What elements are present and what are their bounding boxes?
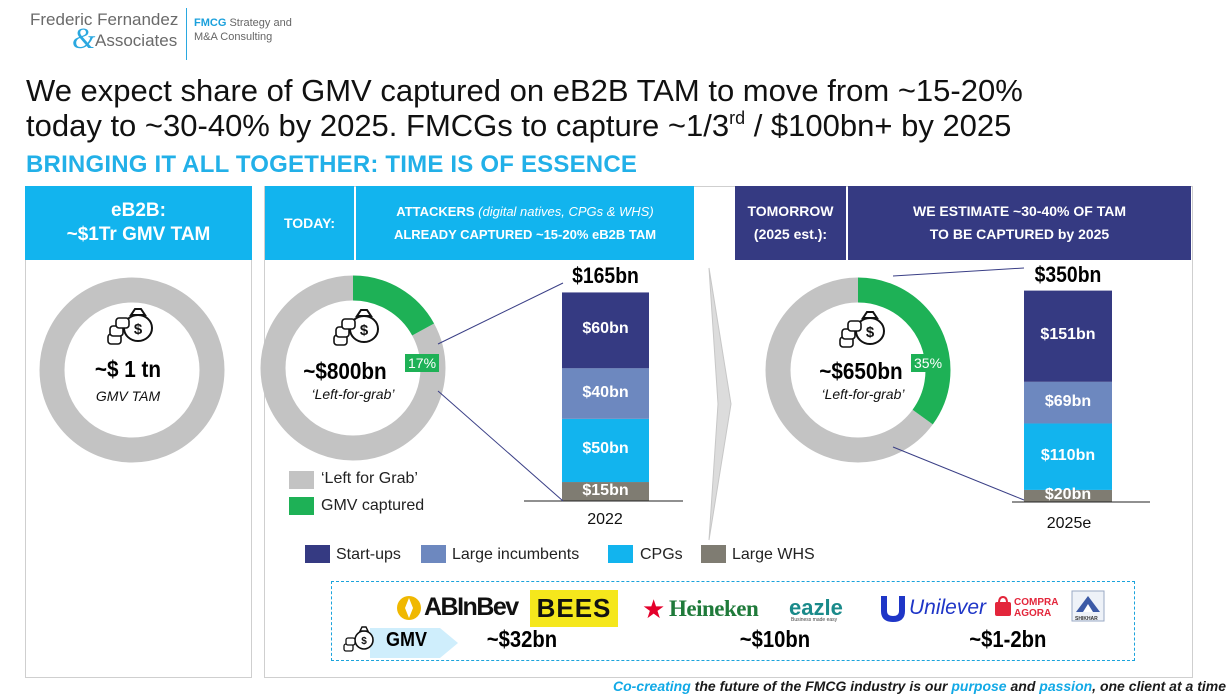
eazle-logo: eazle: [789, 595, 843, 620]
bar-x-tick-label: 2022: [587, 511, 623, 528]
connector-line: [892, 446, 1025, 501]
svg-text:$: $: [360, 322, 369, 339]
bar-segment-cpgs: [1024, 423, 1112, 490]
slide-title: We expect share of GMV captured on eB2B …: [26, 73, 1216, 143]
shikhar-logo-icon: [1071, 590, 1105, 622]
compra-agora-logo: COMPRA AGORA: [1014, 597, 1059, 619]
attackers-header: ATTACKERS (digital natives, CPGs & WHS) …: [356, 186, 694, 260]
abinbev-logo-icon: [397, 596, 421, 620]
today-donut-caption: ‘Left-for-grab’: [311, 386, 395, 402]
estimate-header: WE ESTIMATE ~30-40% OF TAM TO BE CAPTURED…: [848, 186, 1191, 260]
bar-segment-start-ups: [562, 292, 649, 369]
bar-total-label: $165bn: [572, 263, 639, 289]
logo-name-line2: Associates: [95, 31, 178, 50]
heineken-star-icon: ★: [642, 594, 666, 624]
logo-tagline-1: FMCG Strategy and: [194, 17, 292, 29]
today-header: TODAY:: [265, 186, 354, 260]
bar-segment-label: $15bn: [582, 481, 629, 499]
bar-segment-label: $69bn: [1044, 392, 1092, 410]
donut-slice-gmv-captured: [260, 275, 446, 461]
title-line-1: We expect share of GMV captured on eB2B …: [26, 73, 1023, 108]
bar-segment-label: $60bn: [582, 320, 629, 338]
tam-header: eB2B: ~$1Tr GMV TAM: [25, 186, 252, 260]
bar-segment-label: $50bn: [582, 440, 629, 458]
heineken-gmv-value: ~$10bn: [739, 626, 811, 652]
connector-line: [437, 390, 564, 502]
connector-line: [437, 282, 564, 345]
unilever-logo-icon: [881, 596, 905, 622]
bar-segment-label: $151bn: [1040, 326, 1096, 344]
bar-segment-label: $110bn: [1040, 446, 1096, 464]
bees-logo: BEES: [530, 590, 618, 627]
tam-panel: [25, 186, 252, 678]
tomorrow-captured-percent: 35%: [911, 354, 946, 372]
legend-swatch-large-incumbents: [421, 545, 446, 563]
gmv-arrow-tag: $: [343, 626, 458, 658]
footer-tagline: Co-creating the future of the FMCG indus…: [613, 678, 1226, 694]
stacked-bar-charts: [524, 290, 1150, 503]
svg-text:$: $: [134, 321, 143, 338]
money-bag-icon: $: [107, 308, 153, 345]
bar-segment-label: $40bn: [582, 383, 629, 401]
today-donut-value: ~$800bn: [303, 358, 387, 384]
money-bag-icon: $: [343, 626, 374, 652]
bar-segment-start-ups: [1024, 290, 1112, 382]
bar-segment-large-whs: [562, 482, 649, 501]
heineken-logo: Heineken: [669, 596, 759, 621]
unilever-gmv-value: ~$1-2bn: [969, 626, 1047, 652]
tomorrow-donut-caption: ‘Left-for-grab’: [821, 386, 905, 402]
tam-donut-value: ~$ 1 tn: [94, 356, 162, 382]
abinbev-logo: ABInBev: [424, 593, 519, 621]
logo-tagline-2: M&A Consulting: [194, 31, 273, 43]
legend-swatch-gmv-captured: [289, 497, 314, 515]
legend-label-start-ups: Start-ups: [336, 546, 401, 563]
donut-slice-left-for-grab: [39, 277, 225, 463]
chevron-right-icon: [708, 267, 732, 541]
legend-label-left-for-grab: ‘Left for Grab’: [321, 470, 418, 487]
bar-segment-cpgs: [562, 418, 649, 483]
svg-text:$: $: [361, 636, 367, 647]
tam-donut-caption: GMV TAM: [95, 388, 161, 404]
title-line-2: today to ~30-40% by 2025. FMCGs to captu…: [26, 108, 1012, 143]
abinbev-gmv-value: ~$32bn: [486, 626, 558, 652]
logo-ampersand: &: [72, 22, 96, 55]
tomorrow-donut-value: ~$650bn: [819, 358, 903, 384]
legend-label-large-whs: Large WHS: [732, 546, 815, 563]
shikhar-logo: SHIKHAR: [1075, 616, 1098, 622]
legend-label-gmv-captured: GMV captured: [321, 497, 425, 514]
bar-segment-large-incumbents: [562, 368, 649, 419]
bar-segment-large-incumbents: [1024, 381, 1112, 424]
legend-swatch-left-for-grab: [289, 471, 314, 489]
connector-line: [892, 267, 1025, 277]
logo-name-line1: Frederic Fernandez: [30, 10, 179, 29]
bar-segment-large-whs: [1024, 489, 1112, 502]
svg-text:$: $: [866, 324, 875, 341]
bar-x-tick-label: 2025e: [1046, 515, 1092, 532]
brands-gmv-box: [331, 581, 1135, 661]
tomorrow-header: TOMORROW (2025 est.):: [735, 186, 846, 260]
eazle-tagline: Business made easy: [791, 617, 838, 623]
money-bag-icon: $: [839, 311, 885, 348]
legend-label-large-incumbents: Large incumbents: [452, 546, 580, 563]
money-bag-icon: $: [333, 309, 379, 346]
today-captured-percent: 17%: [405, 354, 440, 372]
donut-charts: [39, 275, 951, 463]
bar-segment-label: $20bn: [1044, 485, 1092, 503]
legend-label-cpgs: CPGs: [640, 546, 683, 563]
slide-subtitle: BRINGING IT ALL TOGETHER: TIME IS OF ESS…: [26, 151, 638, 178]
shopping-bag-icon: [995, 596, 1011, 616]
gmv-tag-label: GMV: [386, 629, 428, 651]
legend-swatch-start-ups: [305, 545, 330, 563]
legend-swatch-large-whs: [701, 545, 726, 563]
legend-swatch-cpgs: [608, 545, 633, 563]
unilever-logo: Unilever: [909, 596, 987, 619]
logo-divider: [186, 8, 187, 60]
bar-total-label: $350bn: [1034, 261, 1102, 287]
